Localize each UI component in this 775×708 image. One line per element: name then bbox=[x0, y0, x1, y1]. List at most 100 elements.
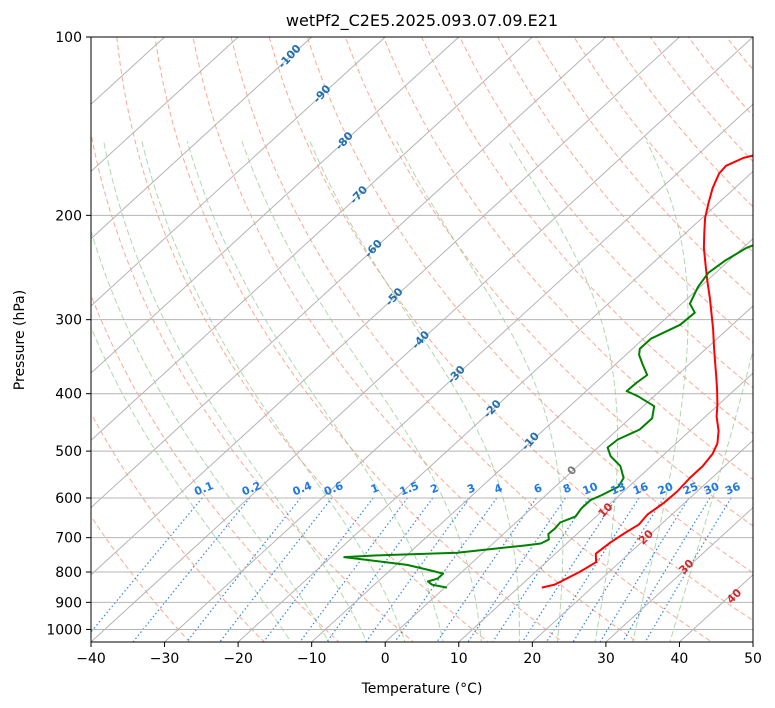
y-tick-label: 200 bbox=[55, 208, 82, 224]
mixing-ratio-label: 0.4 bbox=[291, 479, 314, 498]
mixing-ratio-line bbox=[365, 497, 471, 642]
x-tick-label: 40 bbox=[671, 651, 689, 667]
dry-adiabat-line bbox=[382, 37, 753, 481]
isotherm-line bbox=[237, 170, 753, 642]
isotherm-line bbox=[752, 641, 753, 642]
isotherm-line bbox=[91, 37, 753, 642]
mixing-ratio-line bbox=[491, 497, 590, 642]
moist-adiabat-line bbox=[309, 141, 520, 642]
y-tick-label: 700 bbox=[55, 531, 82, 547]
x-tick-label: −30 bbox=[150, 651, 180, 667]
y-tick-label: 400 bbox=[55, 387, 82, 403]
mixing-ratio-label: 20 bbox=[656, 480, 675, 498]
dry-adiabat-line bbox=[611, 37, 753, 208]
dewpoint-profile bbox=[343, 244, 753, 589]
plot-area: -100-90-80-70-60-50-40-30-20-10010203040… bbox=[91, 37, 753, 642]
mixing-ratio-line bbox=[185, 497, 302, 642]
mixing-ratio-line bbox=[132, 497, 251, 642]
mixing-ratio-label: 1.5 bbox=[398, 479, 421, 498]
dry-adiabat-line bbox=[192, 37, 639, 642]
mixing-ratio-lines bbox=[91, 497, 732, 642]
isotherm-line bbox=[91, 37, 239, 173]
mixing-ratio-line bbox=[572, 497, 665, 642]
mixing-ratio-line bbox=[299, 497, 408, 642]
dry-adiabat-line bbox=[91, 412, 265, 642]
isotherm-line bbox=[91, 37, 386, 307]
dry-adiabat-line bbox=[230, 37, 713, 642]
dry-adiabat-label: 10 bbox=[596, 500, 616, 520]
y-axis-label: Pressure (hPa) bbox=[12, 290, 28, 390]
moist-adiabat-line bbox=[669, 348, 753, 642]
mixing-ratio-line bbox=[219, 497, 333, 642]
isotherm-label: -100 bbox=[276, 42, 304, 71]
dry-adiabat-line bbox=[116, 37, 489, 642]
isotherm-line bbox=[91, 37, 313, 240]
y-tick-label: 1000 bbox=[46, 622, 82, 638]
dry-adiabat-label: 40 bbox=[724, 586, 744, 606]
y-tick-label: 300 bbox=[55, 313, 82, 329]
dry-adiabat-line bbox=[306, 37, 753, 574]
isotherm-line bbox=[91, 37, 680, 576]
y-tick-label: 800 bbox=[55, 565, 82, 581]
mixing-ratio-label: 13 bbox=[609, 480, 628, 498]
isotherm-line bbox=[384, 305, 753, 642]
mixing-ratio-label: 16 bbox=[631, 480, 650, 498]
plot-frame bbox=[90, 36, 754, 643]
mixing-ratio-line bbox=[436, 497, 537, 642]
isotherms bbox=[91, 37, 753, 642]
dry-adiabat-line bbox=[91, 293, 340, 642]
chart-title: wetPf2_C2E5.2025.093.07.09.E21 bbox=[286, 11, 558, 31]
x-tick-label: 30 bbox=[597, 651, 615, 667]
mixing-ratio-line bbox=[325, 497, 434, 642]
dry-adiabat-line bbox=[535, 37, 753, 298]
sounding-series bbox=[343, 154, 753, 589]
mixing-ratio-line bbox=[521, 497, 617, 642]
mixing-ratio-line bbox=[644, 497, 732, 642]
mixing-ratio-label: 0.6 bbox=[322, 479, 345, 498]
mixing-ratio-label: 4 bbox=[492, 481, 504, 496]
mixing-ratio-label: 10 bbox=[581, 480, 600, 498]
dry-adiabat-line bbox=[91, 131, 415, 642]
isotherm-line bbox=[164, 103, 753, 642]
isotherm-line bbox=[605, 506, 753, 642]
x-axis-label: Temperature (°C) bbox=[361, 681, 483, 697]
pressure-gridlines bbox=[91, 37, 753, 630]
x-axis-ticks: −40 −30 −20 −10 0 10 20 30 40 50 bbox=[76, 642, 762, 667]
dry-adiabat-line bbox=[459, 37, 753, 389]
moist-adiabat-line bbox=[396, 141, 564, 642]
x-tick-label: 50 bbox=[744, 651, 762, 667]
mixing-ratio-label: 1 bbox=[369, 481, 381, 496]
mixing-ratio-line bbox=[621, 497, 711, 642]
isotherm-line bbox=[531, 439, 753, 642]
moist-adiabat-line bbox=[91, 326, 292, 642]
dry-adiabat-line bbox=[154, 37, 564, 642]
x-tick-label: −10 bbox=[297, 651, 327, 667]
mixing-ratio-label: 0.1 bbox=[192, 479, 215, 498]
mixing-ratio-label: 0.2 bbox=[240, 479, 263, 498]
y-tick-label: 100 bbox=[55, 30, 82, 46]
mixing-ratio-line bbox=[393, 497, 498, 642]
dry-adiabat-line bbox=[649, 37, 753, 163]
mixing-ratio-line bbox=[91, 497, 203, 633]
mixing-ratio-label: 36 bbox=[723, 480, 742, 498]
mixing-ratio-label: 30 bbox=[702, 480, 721, 498]
mixing-ratio-label: 2 bbox=[428, 481, 440, 496]
moist-adiabat-line bbox=[241, 141, 482, 642]
x-tick-label: 0 bbox=[381, 651, 390, 667]
mixing-ratio-line bbox=[467, 497, 566, 642]
isotherm-line bbox=[91, 37, 533, 442]
iso-labels: -100-90-80-70-60-50-40-30-20-10010203040… bbox=[192, 42, 744, 607]
mixing-ratio-label: 8 bbox=[561, 481, 573, 496]
moist-adiabat-line bbox=[631, 141, 689, 642]
dry-adiabat-line bbox=[91, 515, 191, 642]
dry-adiabats bbox=[91, 37, 753, 642]
dry-adiabat-line bbox=[421, 37, 753, 435]
isotherm-line bbox=[311, 237, 753, 642]
isotherm-line bbox=[91, 37, 460, 374]
moist-adiabat-line bbox=[186, 141, 444, 642]
mixing-ratio-label: 6 bbox=[532, 481, 544, 496]
dry-adiabat-line bbox=[687, 37, 753, 117]
mixing-ratio-label: 25 bbox=[681, 480, 700, 498]
moist-adiabat-line bbox=[141, 141, 406, 642]
